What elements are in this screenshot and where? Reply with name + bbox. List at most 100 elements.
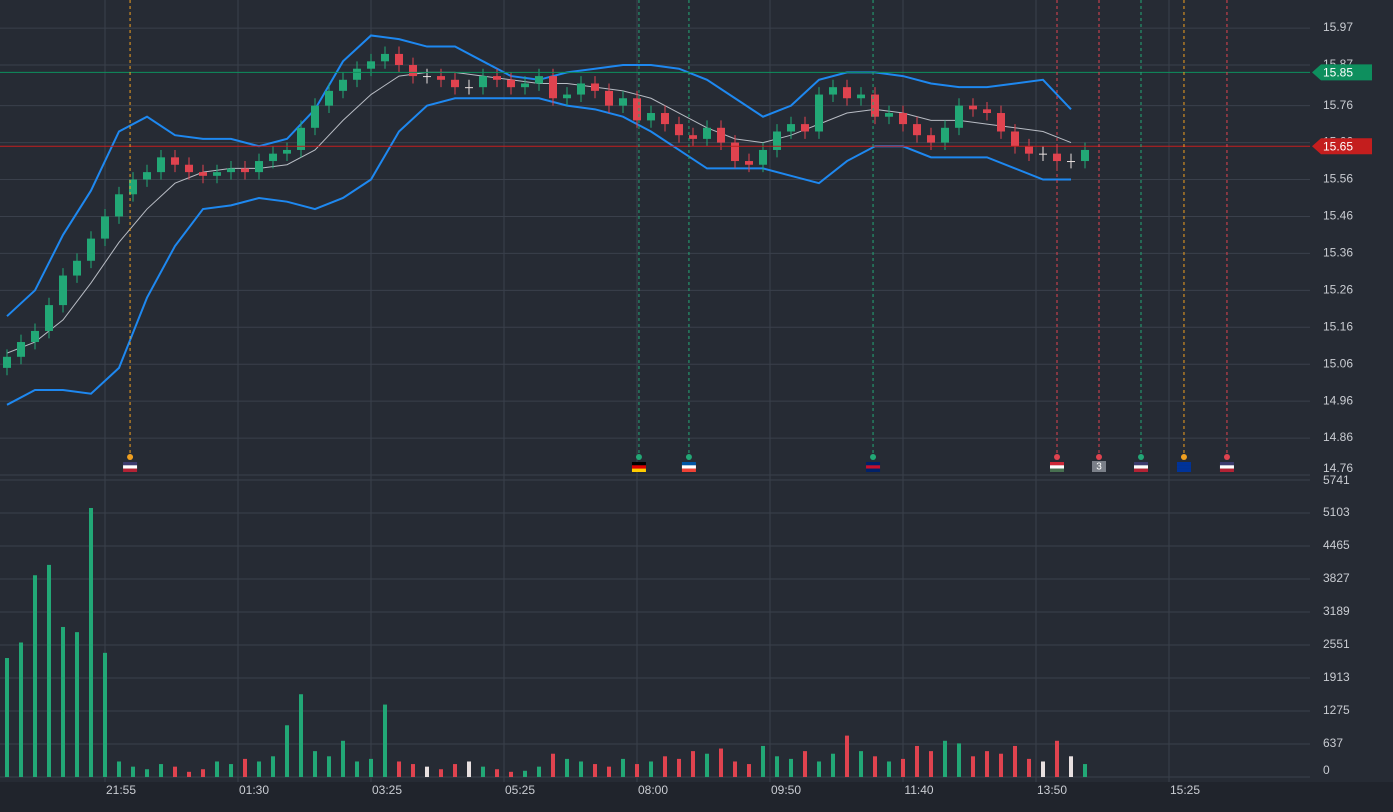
event-dot bbox=[127, 454, 134, 460]
event-flag bbox=[1219, 468, 1234, 472]
volume-bar bbox=[5, 658, 9, 777]
bollinger-band bbox=[6, 97, 1071, 406]
volume-bar bbox=[985, 751, 989, 777]
volume-bar bbox=[565, 758, 569, 777]
y-tick-label: 15.76 bbox=[1323, 98, 1353, 112]
candle-body bbox=[437, 76, 445, 80]
volume-bar bbox=[117, 761, 121, 777]
volume-bar bbox=[467, 761, 471, 777]
event-flag bbox=[1134, 468, 1148, 472]
candle-body bbox=[73, 260, 81, 276]
x-tick-label: 09:50 bbox=[771, 783, 801, 797]
volume-bar bbox=[817, 761, 821, 777]
volume-bar bbox=[901, 758, 905, 777]
x-tick-label: 13:50 bbox=[1037, 783, 1067, 797]
candle-body bbox=[787, 124, 795, 132]
x-tick-label: 08:00 bbox=[638, 783, 668, 797]
volume-bar bbox=[579, 761, 583, 777]
y-tick-label: 15.26 bbox=[1323, 282, 1353, 296]
volume-bar bbox=[775, 756, 779, 777]
volume-bar bbox=[971, 756, 975, 777]
y-tick-label: 3189 bbox=[1323, 604, 1350, 618]
y-tick-label: 14.86 bbox=[1323, 430, 1353, 444]
candle-body bbox=[745, 161, 753, 165]
volume-bar bbox=[285, 725, 289, 777]
candle-body bbox=[479, 76, 487, 88]
volume-bar bbox=[1055, 740, 1059, 777]
candle-body bbox=[717, 127, 725, 143]
event-flag bbox=[866, 465, 881, 469]
candle-body bbox=[269, 153, 277, 162]
candle-body bbox=[143, 172, 151, 180]
y-tick-label: 637 bbox=[1323, 736, 1343, 750]
candle-body bbox=[927, 135, 935, 143]
volume-bar bbox=[201, 769, 205, 777]
volume-bar bbox=[747, 764, 751, 777]
volume-bar bbox=[89, 507, 93, 777]
volume-bar bbox=[383, 704, 387, 777]
volume-bar bbox=[1083, 764, 1087, 777]
candle-body bbox=[563, 94, 571, 99]
candle-body bbox=[955, 105, 963, 128]
volume-bar bbox=[299, 694, 303, 777]
volume-bar bbox=[439, 769, 443, 777]
volume-bar bbox=[887, 761, 891, 777]
volume-bar bbox=[271, 756, 275, 777]
volume-bar bbox=[845, 735, 849, 777]
volume-bar bbox=[509, 771, 513, 777]
y-tick-label: 15.46 bbox=[1323, 209, 1353, 223]
candle-body bbox=[591, 83, 599, 91]
volume-bar bbox=[999, 753, 1003, 777]
volume-bar bbox=[215, 761, 219, 777]
event-flag bbox=[1050, 468, 1064, 472]
candle-body bbox=[969, 105, 977, 110]
candle-body bbox=[129, 179, 137, 195]
candle-body bbox=[1011, 131, 1019, 147]
candle-body bbox=[185, 164, 193, 173]
candle-body bbox=[465, 87, 473, 89]
volume-bar bbox=[453, 764, 457, 777]
candle-body bbox=[535, 76, 543, 84]
candle-body bbox=[367, 61, 375, 69]
volume-bar bbox=[173, 766, 177, 777]
candle-body bbox=[409, 65, 417, 77]
volume-bar bbox=[425, 766, 429, 777]
candle-body bbox=[493, 76, 501, 80]
event-flag bbox=[1219, 465, 1234, 469]
volume-bar bbox=[635, 764, 639, 777]
volume-bar bbox=[663, 756, 667, 777]
candle-body bbox=[311, 105, 319, 128]
volume-bar bbox=[607, 766, 611, 777]
volume-bar bbox=[313, 751, 317, 777]
volume-bar bbox=[397, 761, 401, 777]
candle-body bbox=[171, 157, 179, 165]
volume-bar bbox=[145, 769, 149, 777]
candle-body bbox=[633, 98, 641, 121]
volume-bar bbox=[873, 756, 877, 777]
candle-body bbox=[899, 113, 907, 125]
candle-body bbox=[87, 238, 95, 261]
volume-bar bbox=[915, 745, 919, 777]
event-flag bbox=[631, 465, 646, 469]
volume-bar bbox=[495, 769, 499, 777]
candle-body bbox=[115, 194, 123, 217]
y-tick-label: 3827 bbox=[1323, 571, 1350, 585]
volume-bar bbox=[593, 764, 597, 777]
candle-body bbox=[759, 149, 767, 165]
volume-bar bbox=[761, 745, 765, 777]
candle-body bbox=[283, 149, 291, 154]
price-label-box bbox=[1312, 138, 1372, 155]
candle-body bbox=[339, 79, 347, 91]
y-tick-label: 2551 bbox=[1323, 637, 1350, 651]
candle-body bbox=[507, 79, 515, 88]
event-flag bbox=[866, 462, 881, 466]
volume-bar bbox=[677, 758, 681, 777]
event-flag bbox=[631, 462, 646, 466]
volume-bar bbox=[243, 758, 247, 777]
volume-bar bbox=[159, 764, 163, 777]
event-flag bbox=[123, 468, 138, 472]
candle-body bbox=[619, 98, 627, 106]
volume-bar bbox=[47, 564, 51, 777]
